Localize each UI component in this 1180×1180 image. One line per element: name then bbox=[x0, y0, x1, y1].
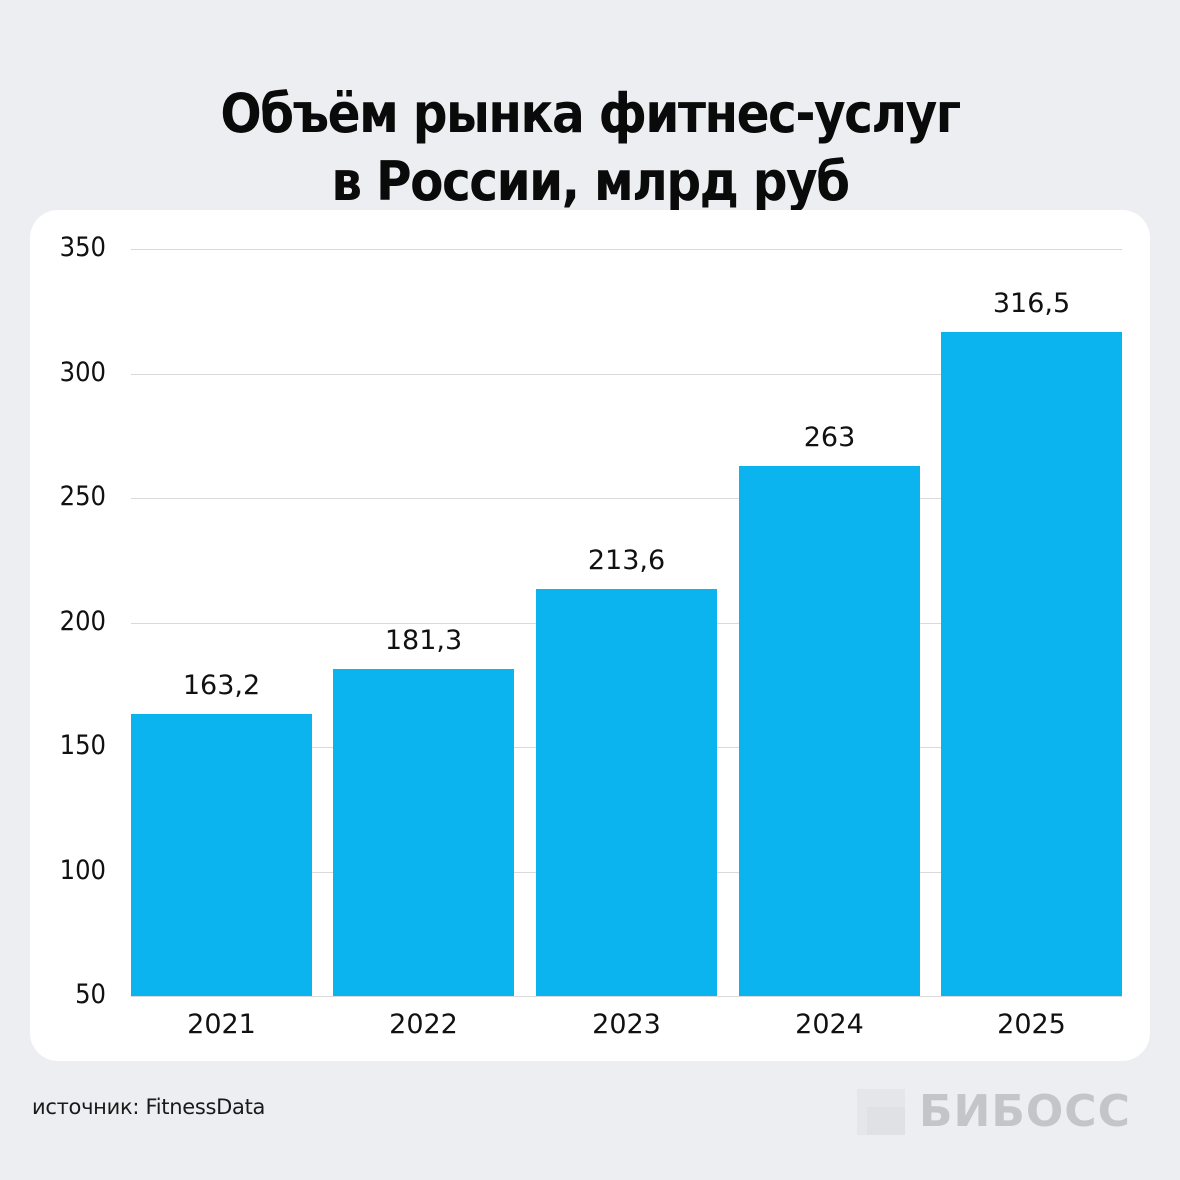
chart-title-line-2: в России, млрд руб bbox=[331, 150, 850, 214]
logo-mark-icon bbox=[857, 1089, 905, 1135]
source-note: источник: FitnessData bbox=[32, 1095, 266, 1119]
chart-card bbox=[30, 210, 1150, 1061]
brand-logo: БИБОСС bbox=[857, 1089, 1131, 1135]
chart-title: Объём рынка фитнес-услуг в России, млрд … bbox=[0, 80, 1180, 216]
logo-text: БИБОСС bbox=[919, 1086, 1131, 1137]
chart-title-line-1: Объём рынка фитнес-услуг bbox=[220, 82, 961, 146]
